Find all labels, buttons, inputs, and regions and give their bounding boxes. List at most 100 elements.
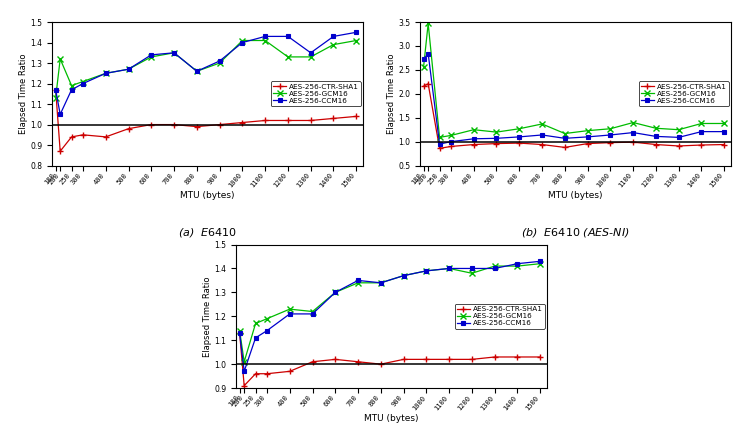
AES-256-CTR-SHA1 [101, 134, 110, 139]
AES-256-CTR-SHA1 [329, 116, 338, 121]
AES-256-CCM16 [285, 311, 294, 317]
AES-256-CCM16 [169, 50, 178, 56]
AES-256-CCM16 [697, 129, 706, 134]
AES-256-CCM16 [329, 34, 338, 39]
AES-256-CCM16 [56, 112, 65, 117]
AES-256-GCM16 [329, 42, 338, 47]
AES-256-CCM16 [492, 136, 501, 141]
Legend: AES-256-CTR-SHA1, AES-256-GCM16, AES-256-CCM16: AES-256-CTR-SHA1, AES-256-GCM16, AES-256… [639, 82, 729, 106]
Line: AES-256-GCM16: AES-256-GCM16 [53, 38, 359, 101]
Line: AES-256-CCM16: AES-256-CCM16 [54, 30, 358, 116]
AES-256-CTR-SHA1 [560, 145, 569, 150]
Line: AES-256-CCM16: AES-256-CCM16 [422, 52, 726, 146]
AES-256-CTR-SHA1 [51, 87, 60, 92]
AES-256-CCM16 [308, 311, 317, 317]
AES-256-GCM16 [399, 273, 408, 278]
AES-256-GCM16 [515, 126, 524, 131]
AES-256-CCM16 [606, 132, 615, 138]
AES-256-CCM16 [446, 139, 455, 144]
AES-256-GCM16 [238, 38, 247, 43]
AES-256-CTR-SHA1 [239, 383, 248, 389]
AES-256-GCM16 [330, 290, 339, 295]
AES-256-CCM16 [263, 328, 272, 333]
AES-256-CTR-SHA1 [263, 371, 272, 376]
AES-256-CTR-SHA1 [697, 142, 706, 148]
AES-256-CTR-SHA1 [445, 357, 454, 362]
AES-256-GCM16 [192, 69, 201, 74]
AES-256-CCM16 [260, 34, 269, 39]
X-axis label: MTU (bytes): MTU (bytes) [181, 191, 235, 201]
AES-256-CTR-SHA1 [583, 141, 592, 146]
AES-256-CTR-SHA1 [515, 140, 524, 146]
AES-256-GCM16 [67, 83, 76, 88]
X-axis label: MTU (bytes): MTU (bytes) [548, 191, 603, 201]
AES-256-GCM16 [513, 263, 522, 269]
AES-256-CTR-SHA1 [422, 357, 431, 362]
AES-256-GCM16 [445, 266, 454, 271]
AES-256-CCM16 [376, 280, 385, 285]
AES-256-CCM16 [124, 67, 133, 72]
AES-256-CTR-SHA1 [606, 140, 615, 145]
AES-256-GCM16 [606, 126, 615, 131]
AES-256-CCM16 [67, 87, 76, 92]
Line: AES-256-CTR-SHA1: AES-256-CTR-SHA1 [53, 87, 359, 154]
AES-256-CTR-SHA1 [330, 357, 339, 362]
AES-256-CTR-SHA1 [492, 141, 501, 146]
AES-256-CTR-SHA1 [513, 354, 522, 359]
AES-256-CCM16 [78, 81, 87, 86]
AES-256-GCM16 [697, 121, 706, 126]
AES-256-CCM16 [435, 142, 444, 147]
Line: AES-256-GCM16: AES-256-GCM16 [236, 261, 543, 365]
AES-256-CTR-SHA1 [468, 357, 477, 362]
AES-256-GCM16 [308, 309, 317, 314]
AES-256-CCM16 [424, 51, 433, 56]
AES-256-CTR-SHA1 [419, 83, 428, 89]
Text: (a)  $E6410$: (a) $E6410$ [178, 226, 237, 239]
AES-256-GCM16 [469, 127, 478, 132]
AES-256-GCM16 [285, 306, 294, 312]
AES-256-CCM16 [445, 266, 454, 271]
AES-256-GCM16 [260, 38, 269, 43]
AES-256-CCM16 [354, 278, 363, 283]
AES-256-CTR-SHA1 [435, 146, 444, 151]
AES-256-GCM16 [492, 130, 501, 135]
Y-axis label: Elapsed Time Ratio: Elapsed Time Ratio [19, 53, 28, 134]
Text: (b)  $E6410$ (AES-NI): (b) $E6410$ (AES-NI) [521, 226, 630, 239]
Line: AES-256-CTR-SHA1: AES-256-CTR-SHA1 [236, 330, 543, 389]
AES-256-GCM16 [376, 280, 385, 285]
AES-256-GCM16 [283, 54, 292, 60]
AES-256-CTR-SHA1 [536, 354, 545, 359]
AES-256-CCM16 [468, 266, 477, 271]
AES-256-CCM16 [251, 335, 260, 340]
AES-256-CTR-SHA1 [78, 132, 87, 138]
AES-256-GCM16 [101, 71, 110, 76]
AES-256-GCM16 [651, 126, 660, 131]
AES-256-CTR-SHA1 [215, 122, 224, 127]
AES-256-GCM16 [354, 280, 363, 285]
AES-256-GCM16 [629, 120, 638, 125]
AES-256-GCM16 [536, 261, 545, 266]
AES-256-CCM16 [419, 56, 428, 62]
AES-256-CTR-SHA1 [124, 126, 133, 131]
AES-256-CCM16 [674, 135, 683, 140]
X-axis label: MTU (bytes): MTU (bytes) [364, 414, 419, 423]
AES-256-GCM16 [424, 21, 433, 26]
AES-256-CCM16 [560, 136, 569, 141]
AES-256-GCM16 [215, 60, 224, 66]
AES-256-GCM16 [468, 271, 477, 276]
AES-256-GCM16 [124, 67, 133, 72]
AES-256-GCM16 [169, 50, 178, 56]
AES-256-GCM16 [239, 359, 248, 364]
AES-256-CTR-SHA1 [538, 142, 547, 147]
AES-256-CCM16 [235, 330, 244, 336]
Line: AES-256-CTR-SHA1: AES-256-CTR-SHA1 [421, 81, 727, 151]
AES-256-GCM16 [583, 128, 592, 133]
AES-256-CCM16 [192, 69, 201, 74]
AES-256-GCM16 [538, 121, 547, 127]
AES-256-GCM16 [307, 54, 316, 60]
AES-256-GCM16 [235, 328, 244, 333]
AES-256-GCM16 [352, 38, 361, 43]
AES-256-GCM16 [263, 316, 272, 321]
AES-256-CCM16 [515, 134, 524, 139]
AES-256-CTR-SHA1 [238, 120, 247, 125]
